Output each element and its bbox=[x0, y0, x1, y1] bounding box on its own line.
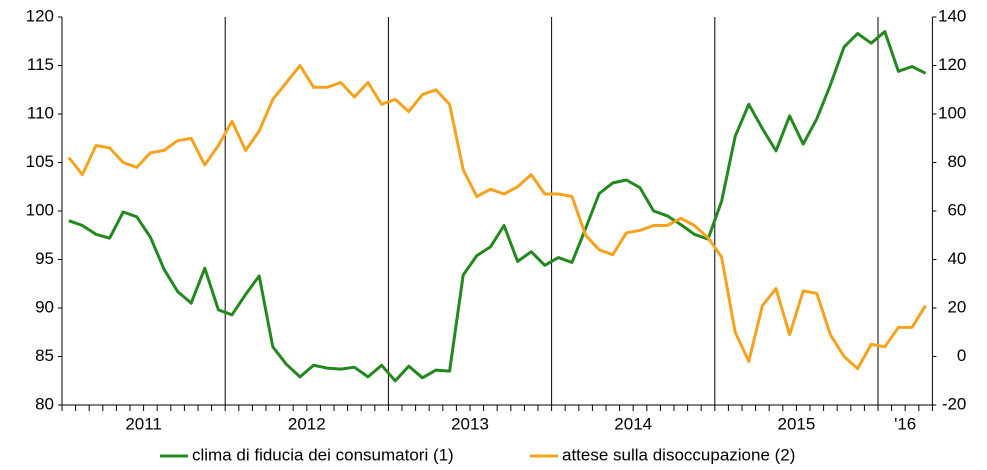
y2-tick-label: 120 bbox=[938, 55, 966, 74]
y-tick-label: 115 bbox=[27, 55, 54, 74]
x-tick-label: 2012 bbox=[288, 414, 326, 433]
x-tick-label: 2011 bbox=[125, 414, 162, 433]
y2-tick-label: 100 bbox=[938, 103, 966, 122]
series-line bbox=[67, 64, 927, 371]
y-tick-label: 110 bbox=[27, 103, 54, 122]
y-tick-label: 120 bbox=[26, 6, 54, 25]
y2-tick-label: 20 bbox=[947, 297, 966, 316]
y2-tick-label: 60 bbox=[947, 200, 966, 219]
x-tick-label: 2014 bbox=[614, 414, 652, 433]
y2-tick-label: 40 bbox=[947, 249, 966, 268]
legend-label: attese sulla disoccupazione (2) bbox=[562, 445, 795, 464]
y-tick-label: 95 bbox=[35, 249, 54, 268]
y-tick-label: 100 bbox=[26, 200, 54, 219]
x-tick-label: 2015 bbox=[777, 414, 815, 433]
y2-tick-label: 0 bbox=[957, 346, 966, 365]
y-tick-label: 105 bbox=[26, 152, 54, 171]
y-tick-label: 80 bbox=[35, 394, 54, 413]
y2-tick-label: 140 bbox=[938, 6, 966, 25]
y-tick-label: 90 bbox=[35, 297, 54, 316]
y2-tick-label: 80 bbox=[947, 152, 966, 171]
y-tick-label: 85 bbox=[35, 346, 54, 365]
series-line bbox=[68, 30, 927, 383]
legend-label: clima di fiducia dei consumatori (1) bbox=[192, 445, 454, 464]
x-tick-label: '16 bbox=[894, 414, 916, 433]
y2-tick-label: -20 bbox=[942, 394, 967, 413]
x-tick-label: 2013 bbox=[451, 414, 489, 433]
